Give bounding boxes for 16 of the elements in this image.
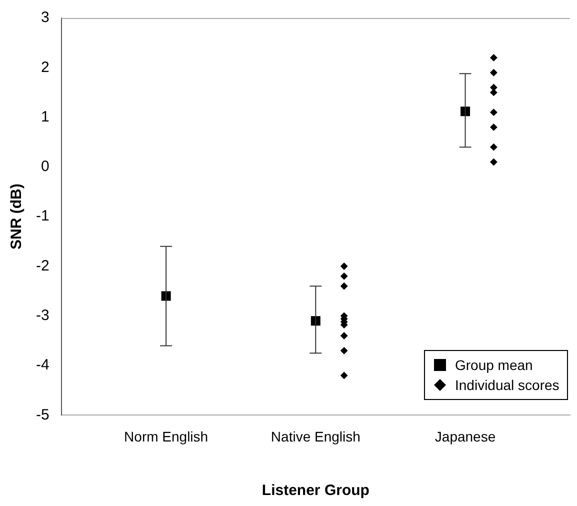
y-tick-label: -4 xyxy=(36,356,50,374)
x-tick-label: Japanese xyxy=(434,428,496,444)
legend-label: Individual scores xyxy=(455,376,560,396)
legend-label: Group mean xyxy=(455,356,533,376)
y-tick-label: -3 xyxy=(36,307,50,324)
y-tick-label: 3 xyxy=(40,9,50,26)
x-tick-label: Norm English xyxy=(124,428,208,444)
x-tick-label: Native English xyxy=(270,428,360,444)
y-tick-label: 0 xyxy=(40,158,50,176)
y-tick-label: -1 xyxy=(36,208,50,225)
y-tick-label: 1 xyxy=(40,108,50,126)
y-tick-label: 2 xyxy=(40,58,50,76)
y-axis-title: SNR (dB) xyxy=(8,184,26,250)
y-tick-label: -2 xyxy=(36,257,50,274)
y-tick-label: -5 xyxy=(36,406,50,424)
x-axis-title: Listener Group xyxy=(262,482,370,500)
